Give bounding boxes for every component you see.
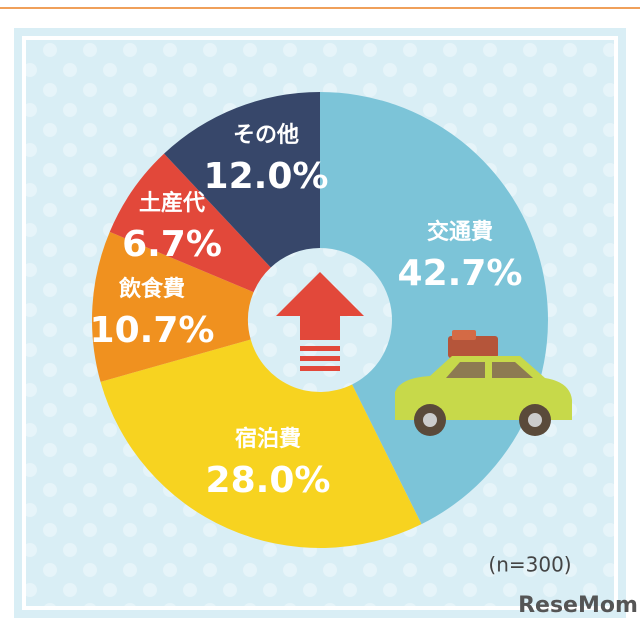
wedge xyxy=(91,231,254,382)
up-arrow-icon xyxy=(276,272,364,371)
car-icon xyxy=(395,330,572,436)
category-label: 宿泊費 xyxy=(235,426,301,452)
wedge xyxy=(164,92,320,268)
wedge xyxy=(109,153,271,293)
value-label: 42.7% xyxy=(398,253,523,294)
value-label: 28.0% xyxy=(206,460,331,501)
value-label: 6.7% xyxy=(122,224,222,265)
note: (n=300) xyxy=(488,553,571,577)
category-label: 飲食費 xyxy=(118,276,185,302)
watermark: ReseMom xyxy=(518,593,638,618)
category-label: 交通費 xyxy=(427,219,493,245)
value-label: 10.7% xyxy=(90,310,215,351)
value-label: 12.0% xyxy=(204,156,329,197)
wedge xyxy=(100,339,422,548)
category-label: その他 xyxy=(233,123,299,148)
category-label: 土産代 xyxy=(139,190,205,216)
